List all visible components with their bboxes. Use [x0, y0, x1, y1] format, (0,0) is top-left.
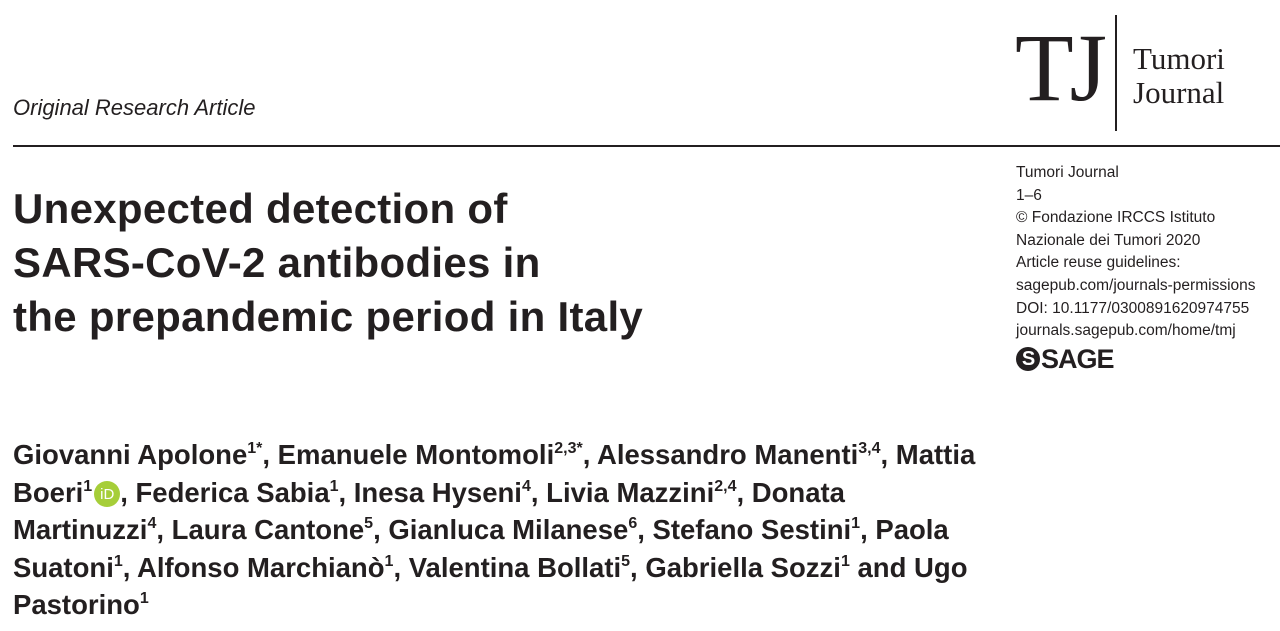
meta-journal-link[interactable]: journals.sagepub.com/home/tmj	[1016, 322, 1236, 340]
author-separator: ,	[637, 514, 653, 545]
author-name: Federica Sabia	[135, 476, 330, 508]
author: Inesa Hyseni4	[354, 477, 531, 508]
author: Stefano Sestini1	[653, 514, 861, 545]
author-name: Giovanni Apolone	[13, 439, 248, 470]
orcid-icon[interactable]: iD	[94, 481, 121, 508]
author-list: Giovanni Apolone1*, Emanuele Montomoli2,…	[13, 436, 988, 624]
author-name: Emanuele Montomoli	[277, 439, 555, 470]
author-name: Gianluca Milanese	[388, 514, 629, 545]
author-affiliation: 1	[139, 590, 149, 607]
author-separator: ,	[373, 514, 389, 545]
author-affiliation: 4	[521, 477, 531, 495]
meta-copyright-2: Nazionale dei Tumori 2020	[1016, 231, 1201, 249]
author-name: Inesa Hyseni	[353, 476, 522, 508]
meta-copyright-1: © Fondazione IRCCS Istituto	[1016, 209, 1216, 227]
journal-logo-name: Tumori Journal	[1133, 42, 1225, 110]
meta-doi[interactable]: DOI: 10.1177/0300891620974755	[1016, 299, 1250, 317]
author-affiliation: 1	[851, 515, 861, 532]
author-separator: ,	[120, 476, 136, 508]
author-name: Ugo Pastorino	[13, 551, 968, 621]
author: Federica Sabia1	[135, 477, 338, 508]
author-name: Stefano Sestini	[652, 514, 852, 545]
journal-logo-letters: TJ	[1015, 14, 1107, 121]
author: Alfonso Marchianò1	[137, 552, 393, 583]
author-affiliation: 6	[628, 515, 638, 532]
author-affiliation: 1	[384, 552, 394, 570]
meta-journal: Tumori Journal	[1016, 164, 1119, 181]
author-name: Alessandro Manenti	[596, 439, 859, 470]
logo-name-line1: Tumori	[1133, 41, 1225, 76]
article-type: Original Research Article	[13, 95, 256, 120]
author-name: Donata Martinuzzi	[13, 476, 845, 546]
author-affiliation: 3,4	[858, 440, 881, 457]
author: Laura Cantone5	[172, 514, 373, 545]
meta-permissions-link[interactable]: sagepub.com/journals-permissions	[1016, 276, 1256, 294]
author-separator: ,	[582, 439, 597, 470]
author-separator: ,	[262, 439, 278, 470]
author: Gianluca Milanese6	[388, 514, 637, 545]
sage-logo: S SAGE	[1016, 345, 1256, 373]
author-affiliation: 1	[329, 477, 339, 495]
author: Donata Martinuzzi4	[13, 477, 845, 546]
meta-reuse-label: Article reuse guidelines:	[1016, 254, 1181, 272]
author-separator: ,	[530, 476, 547, 508]
author-separator: ,	[860, 514, 876, 545]
author-separator: ,	[156, 514, 172, 545]
author: Alessandro Manenti3,4	[597, 439, 881, 470]
article-title: Unexpected detection of SARS-CoV-2 antib…	[13, 182, 643, 344]
author: Gabriella Sozzi1	[645, 552, 850, 583]
author-affiliation: 2,3*	[554, 440, 583, 457]
title-line: SARS-CoV-2 antibodies in	[13, 239, 541, 286]
author-separator: ,	[880, 439, 896, 470]
author-name: Paola Suatoni	[13, 514, 949, 583]
author: Mattia Boeri1 iD	[13, 439, 975, 508]
author-affiliation: 1	[840, 552, 850, 570]
author-separator: and	[849, 551, 915, 583]
author-separator: ,	[338, 476, 354, 508]
author: Giovanni Apolone1*	[13, 439, 262, 470]
logo-name-line2: Journal	[1133, 75, 1225, 110]
journal-metadata: Tumori Journal 1–6 © Fondazione IRCCS Is…	[1016, 162, 1256, 373]
author: Paola Suatoni1	[13, 514, 949, 583]
author-name: Mattia Boeri	[13, 439, 976, 508]
author: Ugo Pastorino1	[13, 552, 968, 621]
author-name: Valentina Bollati	[408, 551, 622, 583]
author-affiliation: 2,4	[714, 477, 737, 495]
author-affiliation: 4	[147, 515, 157, 532]
sage-s-icon: S	[1016, 346, 1040, 371]
author-affiliation: 5	[621, 552, 631, 570]
author-name: Laura Cantone	[171, 514, 365, 545]
meta-pages: 1–6	[1016, 186, 1042, 204]
author-separator: ,	[393, 551, 409, 583]
logo-divider	[1115, 15, 1117, 131]
author-separator: ,	[736, 476, 752, 508]
author-affiliation: 1*	[247, 440, 263, 457]
author-affiliation: 5	[364, 515, 374, 532]
author-name: Gabriella Sozzi	[645, 551, 841, 583]
author-separator: ,	[122, 551, 138, 583]
title-line: Unexpected detection of	[13, 185, 508, 232]
author-name: Alfonso Marchianò	[137, 551, 385, 583]
author: Valentina Bollati5	[409, 552, 630, 583]
author-name: Livia Mazzini	[546, 476, 715, 508]
sage-logo-text: SAGE	[1041, 343, 1115, 374]
header-rule	[13, 145, 1280, 147]
author: Emanuele Montomoli2,3*	[278, 439, 583, 470]
title-line: the prepandemic period in Italy	[13, 293, 644, 340]
author-affiliation: 1	[83, 477, 93, 495]
author: Livia Mazzini2,4	[546, 477, 736, 508]
author-separator: ,	[630, 551, 646, 583]
author-affiliation: 1	[113, 552, 123, 570]
